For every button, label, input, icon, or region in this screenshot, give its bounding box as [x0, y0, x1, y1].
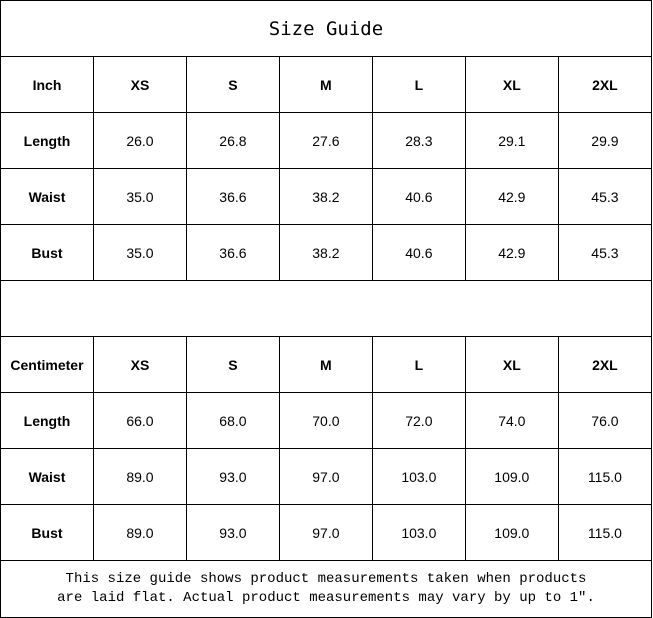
inch-unit-label: Inch — [0, 56, 94, 113]
measurement-value: 109.0 — [464, 504, 559, 561]
measurement-value: 45.3 — [557, 168, 653, 225]
cm-unit-label: Centimeter — [0, 336, 94, 393]
measurement-value: 115.0 — [557, 504, 653, 561]
cm-size-header: 2XL — [557, 336, 653, 393]
inch-size-header: XL — [464, 56, 559, 113]
measurement-value: 38.2 — [278, 168, 373, 225]
cm-table-row: Waist 89.0 93.0 97.0 103.0 109.0 115.0 — [0, 448, 653, 505]
measurement-value: 76.0 — [557, 392, 653, 449]
spacer-row — [0, 280, 652, 337]
inch-table-row: Waist 35.0 36.6 38.2 40.6 42.9 45.3 — [0, 168, 653, 225]
cm-size-header: XL — [464, 336, 559, 393]
measurement-label: Bust — [0, 224, 94, 281]
measurement-label: Length — [0, 392, 94, 449]
cm-size-header: L — [371, 336, 466, 393]
cm-size-header: M — [278, 336, 373, 393]
measurement-value: 38.2 — [278, 224, 373, 281]
measurement-value: 42.9 — [464, 168, 559, 225]
measurement-value: 36.6 — [185, 168, 280, 225]
measurement-value: 42.9 — [464, 224, 559, 281]
measurement-value: 29.9 — [557, 112, 653, 169]
inch-size-header: S — [185, 56, 280, 113]
measurement-value: 26.8 — [185, 112, 280, 169]
cm-table-row: Length 66.0 68.0 70.0 72.0 74.0 76.0 — [0, 392, 653, 449]
measurement-value: 115.0 — [557, 448, 653, 505]
measurement-label: Waist — [0, 168, 94, 225]
measurement-value: 97.0 — [278, 504, 373, 561]
measurement-value: 27.6 — [278, 112, 373, 169]
measurement-value: 74.0 — [464, 392, 559, 449]
cm-header-row: Centimeter XS S M L XL 2XL — [0, 336, 653, 393]
measurement-value: 35.0 — [92, 168, 187, 225]
measurement-value: 40.6 — [371, 224, 466, 281]
measurement-label: Length — [0, 112, 94, 169]
measurement-value: 93.0 — [185, 504, 280, 561]
measurement-value: 45.3 — [557, 224, 653, 281]
measurement-value: 89.0 — [92, 448, 187, 505]
measurement-value: 68.0 — [185, 392, 280, 449]
measurement-value: 72.0 — [371, 392, 466, 449]
spacer-cell — [0, 280, 652, 337]
measurement-value: 93.0 — [185, 448, 280, 505]
measurement-value: 89.0 — [92, 504, 187, 561]
measurement-value: 28.3 — [371, 112, 466, 169]
inch-table-row: Length 26.0 26.8 27.6 28.3 29.1 29.9 — [0, 112, 653, 169]
measurement-label: Waist — [0, 448, 94, 505]
measurement-value: 36.6 — [185, 224, 280, 281]
cm-table-row: Bust 89.0 93.0 97.0 103.0 109.0 115.0 — [0, 504, 653, 561]
inch-size-header: M — [278, 56, 373, 113]
inch-size-header: L — [371, 56, 466, 113]
measurement-value: 70.0 — [278, 392, 373, 449]
measurement-value: 40.6 — [371, 168, 466, 225]
measurement-value: 109.0 — [464, 448, 559, 505]
note-line-2: are laid flat. Actual product measuremen… — [57, 590, 595, 606]
inch-table-row: Bust 35.0 36.6 38.2 40.6 42.9 45.3 — [0, 224, 653, 281]
measurement-value: 29.1 — [464, 112, 559, 169]
measurement-value: 103.0 — [371, 504, 466, 561]
note-row: This size guide shows product measuremen… — [0, 560, 652, 618]
cm-size-header: XS — [92, 336, 187, 393]
inch-header-row: Inch XS S M L XL 2XL — [0, 56, 653, 113]
measurement-value: 66.0 — [92, 392, 187, 449]
measurement-value: 97.0 — [278, 448, 373, 505]
measurement-label: Bust — [0, 504, 94, 561]
measurement-value: 35.0 — [92, 224, 187, 281]
title-row: Size Guide — [0, 0, 652, 57]
measurement-value: 103.0 — [371, 448, 466, 505]
measurement-note: This size guide shows product measuremen… — [0, 560, 652, 618]
inch-size-header: 2XL — [557, 56, 653, 113]
measurement-value: 26.0 — [92, 112, 187, 169]
inch-size-header: XS — [92, 56, 187, 113]
cm-size-header: S — [185, 336, 280, 393]
page-title: Size Guide — [0, 0, 652, 57]
note-line-1: This size guide shows product measuremen… — [65, 571, 587, 587]
